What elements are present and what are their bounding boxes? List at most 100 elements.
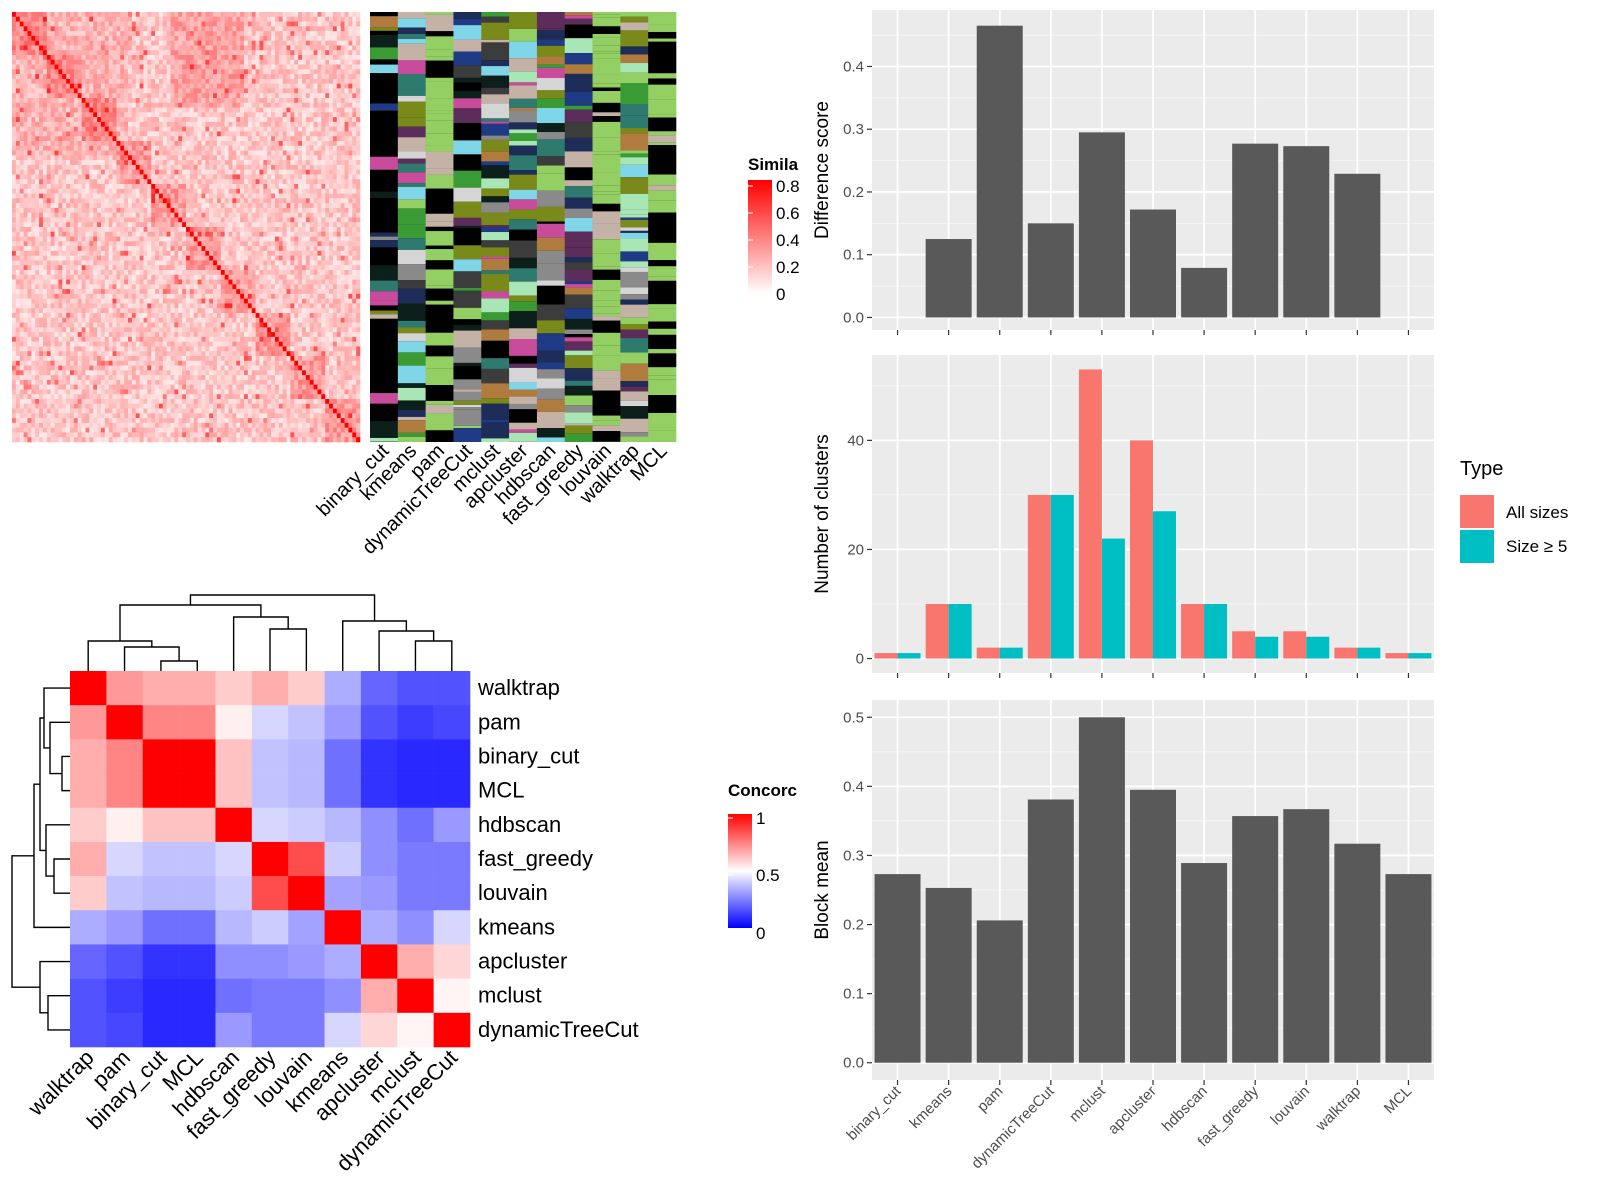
similarity-cell: [236, 207, 241, 213]
similarity-cell: [35, 250, 40, 256]
similarity-cell: [332, 50, 338, 56]
similarity-cell: [50, 136, 55, 142]
similarity-cell: [66, 193, 71, 199]
similarity-cell: [313, 227, 318, 233]
similarity-cell: [236, 26, 241, 32]
similarity-cell: [247, 131, 253, 137]
similarity-cell: [39, 31, 44, 37]
similarity-cell: [15, 121, 21, 127]
similarity-cell: [66, 50, 71, 56]
similarity-cell: [66, 265, 71, 271]
similarity-cell: [205, 203, 210, 209]
similarity-cell: [220, 112, 225, 118]
similarity-cell: [42, 169, 48, 175]
similarity-cell: [216, 93, 222, 99]
similarity-cell: [42, 102, 48, 108]
similarity-cell: [305, 141, 311, 147]
similarity-cell: [104, 255, 109, 261]
similarity-cell: [135, 241, 140, 247]
similarity-cell: [35, 112, 40, 118]
similarity-cell: [236, 246, 241, 252]
similarity-cell: [216, 98, 222, 104]
similarity-cell: [35, 265, 40, 271]
similarity-cell: [89, 141, 94, 147]
similarity-cell: [116, 265, 121, 271]
similarity-cell: [216, 207, 222, 213]
similarity-cell: [201, 160, 206, 166]
similarity-cell: [182, 131, 187, 137]
similarity-cell: [282, 83, 287, 89]
similarity-cell: [317, 88, 322, 94]
similarity-cell: [39, 188, 44, 194]
similarity-cell: [321, 145, 326, 151]
similarity-cell: [23, 203, 28, 209]
similarity-cell: [240, 45, 245, 51]
similarity-cell: [62, 231, 67, 237]
similarity-cell: [170, 136, 175, 142]
similarity-cell: [255, 141, 260, 147]
similarity-cell: [186, 69, 191, 75]
similarity-cell: [39, 160, 44, 166]
similarity-cell: [290, 74, 295, 80]
similarity-cell: [259, 74, 264, 80]
similarity-cell: [313, 50, 318, 56]
similarity-cell: [174, 88, 179, 94]
similarity-cell: [70, 83, 75, 89]
similarity-cell: [46, 255, 51, 261]
similarity-cell: [278, 255, 283, 261]
similarity-cell: [27, 117, 32, 123]
similarity-cell: [271, 169, 276, 175]
similarity-cell: [143, 78, 148, 84]
similarity-heatmap: binary_cutkmeanspamdynamicTreeCutmclusta…: [12, 12, 677, 559]
similarity-cell: [50, 270, 55, 276]
similarity-cell: [77, 164, 82, 170]
similarity-cell: [166, 174, 171, 180]
similarity-cell: [35, 207, 40, 213]
similarity-cell: [240, 164, 245, 170]
similarity-cell: [278, 174, 283, 180]
similarity-cell: [66, 236, 71, 242]
similarity-cell: [100, 74, 106, 80]
similarity-cell: [27, 107, 32, 113]
similarity-cell: [228, 250, 233, 256]
similarity-cell: [166, 55, 171, 61]
similarity-cell: [313, 217, 318, 223]
similarity-cell: [135, 117, 140, 123]
similarity-cell: [197, 184, 202, 190]
similarity-cell: [232, 141, 237, 147]
similarity-cell: [120, 136, 125, 142]
similarity-cell: [66, 74, 71, 80]
similarity-cell: [321, 59, 326, 65]
similarity-cell: [124, 112, 129, 118]
similarity-cell: [205, 88, 210, 94]
similarity-cell: [58, 250, 63, 256]
similarity-cell: [263, 155, 268, 161]
similarity-cell: [104, 274, 109, 280]
similarity-cell: [66, 198, 71, 204]
similarity-cell: [23, 184, 28, 190]
similarity-cell: [151, 78, 156, 84]
similarity-cell: [186, 188, 191, 194]
similarity-cell: [39, 260, 44, 266]
similarity-cell: [89, 164, 94, 170]
similarity-cell: [158, 203, 164, 209]
similarity-cell: [158, 150, 164, 156]
similarity-cell: [325, 246, 330, 252]
similarity-cell: [73, 174, 79, 180]
similarity-cell: [97, 217, 102, 223]
similarity-cell: [271, 21, 276, 27]
similarity-cell: [205, 250, 210, 256]
similarity-cell: [12, 16, 17, 22]
similarity-cell: [205, 231, 210, 237]
similarity-cell: [244, 217, 249, 223]
similarity-cell: [31, 188, 36, 194]
similarity-cell: [193, 102, 198, 108]
similarity-cell: [240, 117, 245, 123]
similarity-cell: [50, 203, 55, 209]
similarity-cell: [329, 40, 334, 46]
similarity-cell: [100, 26, 106, 32]
similarity-cell: [213, 74, 218, 80]
similarity-cell: [325, 207, 330, 213]
similarity-cell: [42, 250, 48, 256]
similarity-cell: [128, 227, 133, 233]
